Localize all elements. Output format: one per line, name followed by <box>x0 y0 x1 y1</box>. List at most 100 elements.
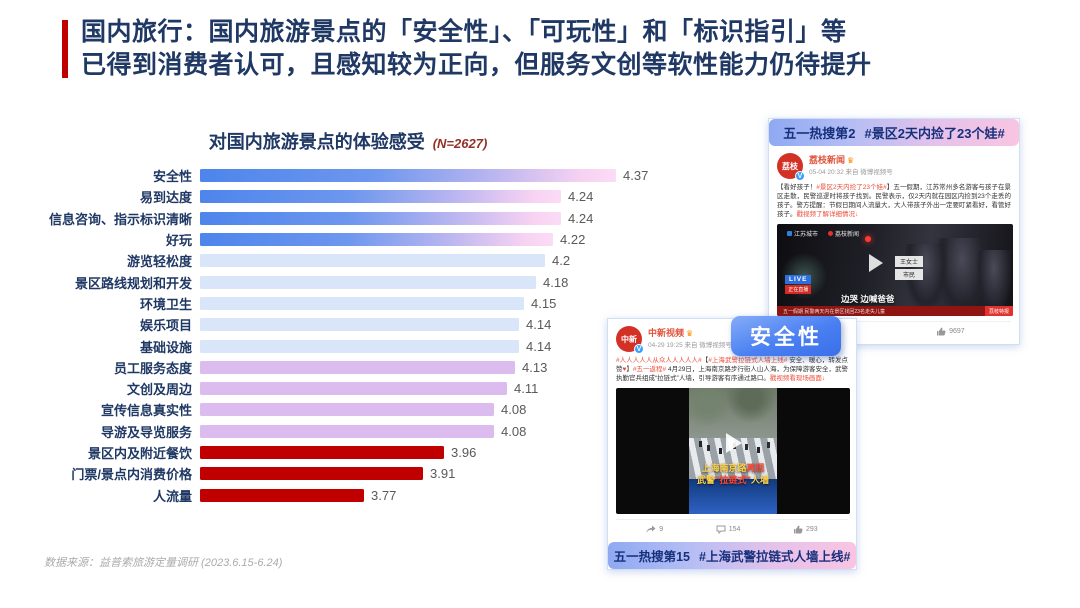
chart-category-label: 娱乐项目 <box>139 318 192 334</box>
traffic-light-icon <box>865 236 871 242</box>
chart-bar <box>200 169 616 183</box>
chart-category-label: 游览轻松度 <box>126 254 192 270</box>
chart-bar-track <box>200 254 625 268</box>
chart-category-label: 信息咨询、指示标识清晰 <box>48 211 192 227</box>
chart-bar <box>200 403 494 417</box>
text-segment: 4月29日，上海南京路步行街人山人海，为保障游客安全，武警执勤官兵组成“拉链式”… <box>616 366 849 382</box>
like-count: 293 <box>806 526 818 533</box>
post-text: #人人人人人从众人人人人人#【#上海武警拉链式人墙上线# 安全、暖心，转发点赞♥… <box>616 356 848 383</box>
like-count: 9697 <box>949 328 965 335</box>
hot-search-banner-top[interactable]: 五一热搜第2 #景区2天内捡了23个娃# <box>769 119 1019 146</box>
chart-bar-track <box>200 211 625 225</box>
text-segment: #人人人人人从众人人人人人# <box>616 357 702 364</box>
chart-row: 宣传信息真实性 4.08 <box>48 399 673 420</box>
chart-bar <box>200 190 561 204</box>
avatar[interactable]: 中新 V <box>616 326 644 354</box>
speaker-name: 王女士 <box>895 256 924 267</box>
red-logo-icon <box>828 231 834 236</box>
video-thumbnail-night-police[interactable]: 江苏城市 荔枝新闻 王女士 市民 LIVE 正在直播 边哭 边喊爸爸 五一假期 … <box>777 224 1013 316</box>
speaker-title: 市民 <box>895 269 924 280</box>
chart-bar-track <box>200 424 625 438</box>
vip-crown-icon: ♛ <box>847 155 855 165</box>
chart-category-label: 景区内及附近餐饮 <box>87 446 192 461</box>
caption-band <box>688 478 778 514</box>
comment-button[interactable]: 154 <box>716 525 741 534</box>
title-line-1: 国内旅行：国内旅游景点的「安全性」、「可玩性」和「标识指引」等 <box>81 18 847 46</box>
play-button-icon[interactable] <box>869 254 883 272</box>
hot-search-hashtag[interactable]: #景区2天内捡了23个娃# <box>864 126 1005 141</box>
chart-value-label: 4.22 <box>560 232 586 248</box>
play-button-icon[interactable] <box>725 433 742 454</box>
ticker-tag: 荔枝特报 <box>984 306 1013 316</box>
chart-category-label: 门票/景点内消费价格 <box>71 467 192 483</box>
share-count: 9 <box>659 526 664 533</box>
chart-row: 环境卫生 4.15 <box>48 293 673 314</box>
share-button[interactable]: 9 <box>646 525 663 534</box>
chart-bar <box>200 233 553 247</box>
chart-category-label: 安全性 <box>152 169 192 185</box>
social-card-bottom[interactable]: 中新 V 中新视频 ♛ 04-29 19:25 来自 微博视频号 #人人人人人从众… <box>607 318 857 570</box>
share-icon <box>646 525 656 533</box>
live-sub-badge: 正在直播 <box>785 285 812 294</box>
video-thumbnail-crosswalk[interactable]: 上海南京路再现 武警“拉链式”人墙 <box>616 388 850 514</box>
title-accent-bar <box>62 20 68 78</box>
chart-title: 对国内旅游景点的体验感受 (N=2627) <box>48 128 648 154</box>
chart-bar <box>200 382 507 396</box>
chart-bar-track <box>200 318 625 332</box>
hot-search-hashtag[interactable]: #上海武警拉链式人墙上线# <box>699 550 851 564</box>
username[interactable]: 中新视频 ♛ <box>648 327 694 338</box>
weibo-post-top: 荔枝 V 荔枝新闻 ♛ 05-04 20:32 来自 微博视频号 【看好孩子！#景… <box>769 146 1019 344</box>
like-button[interactable]: 293 <box>793 525 818 534</box>
text-segment: 】五一假期，江苏常州多名游客与孩子在景区走散，民警巡逻时将孩子找到。民警表示，仅… <box>777 184 1012 218</box>
ticker-text: 五一假期 民警两天内在景区找回23名走失儿童 <box>783 308 885 315</box>
chart-row: 游览轻松度 4.2 <box>48 250 673 271</box>
post-author-block: 中新视频 ♛ 04-29 19:25 来自 微博视频号 <box>648 328 732 351</box>
thumbs-up-icon <box>794 525 803 534</box>
avatar[interactable]: 荔枝 V <box>777 153 805 181</box>
chart-value-label: 4.15 <box>531 295 557 311</box>
chart-bar <box>200 467 423 481</box>
hot-search-rank: 五一热搜第2 <box>783 126 856 141</box>
chart-category-label: 景区路线规划和开发 <box>74 275 192 291</box>
chart-row: 人流量 3.77 <box>48 484 673 505</box>
chart-row: 门票/景点内消费价格 3.91 <box>48 463 673 484</box>
comment-count: 154 <box>728 526 741 533</box>
text-segment: 】 <box>626 366 633 373</box>
avatar-text: 荔枝 <box>782 161 798 171</box>
chart-bar-track <box>200 382 625 396</box>
experience-bar-chart: 对国内旅游景点的体验感受 (N=2627) 安全性 4.37 易到达度 4.24 信息咨询… <box>48 128 673 506</box>
chart-value-label: 4.11 <box>514 381 539 397</box>
chart-value-label: 4.14 <box>526 338 552 354</box>
chart-sample-size: (N=2627) <box>432 136 488 151</box>
hot-search-banner-bottom[interactable]: 五一热搜第15 #上海武警拉链式人墙上线# <box>608 542 856 569</box>
post-timestamp: 04-29 19:25 来自 微博视频号 <box>648 341 732 349</box>
like-button[interactable]: 9697 <box>936 327 965 336</box>
chart-bar-track <box>200 339 625 353</box>
text-segment: 【 <box>701 357 709 364</box>
chart-bar <box>200 446 444 459</box>
post-header: 荔枝 V 荔枝新闻 ♛ 05-04 20:32 来自 微博视频号 <box>777 153 1011 181</box>
chart-title-text: 对国内旅游景点的体验感受 <box>208 132 425 152</box>
chart-value-label: 4.24 <box>568 189 594 205</box>
chart-value-label: 4.08 <box>501 423 527 439</box>
chart-value-label: 4.13 <box>522 359 548 375</box>
video-caption-line1: 上海南京路再现 <box>616 462 850 474</box>
verified-badge-icon: V <box>795 171 805 181</box>
chart-bar <box>200 424 494 438</box>
chart-bar-track <box>200 190 625 204</box>
title-line-2: 已得到消费者认可，且感知较为正向，但服务文创等软性能力仍待提升 <box>81 51 872 79</box>
post-timestamp: 05-04 20:32 来自 微博视频号 <box>809 168 893 176</box>
post-author-block: 荔枝新闻 ♛ 05-04 20:32 来自 微博视频号 <box>809 155 893 178</box>
text-segment: #五一返程# <box>632 366 667 373</box>
social-card-top[interactable]: 五一热搜第2 #景区2天内捡了23个娃# 荔枝 V 荔枝新闻 ♛ 05-04 20… <box>768 118 1020 345</box>
username[interactable]: 荔枝新闻 ♛ <box>809 154 855 165</box>
verified-badge-icon: V <box>634 344 644 354</box>
page-title: 国内旅行：国内旅游景点的「安全性」、「可玩性」和「标识指引」等 已得到消费者认可… <box>81 16 872 82</box>
chart-bar-track <box>200 169 625 183</box>
chart-row: 好玩 4.22 <box>48 229 673 250</box>
chart-bar-track <box>200 488 625 502</box>
live-indicator: LIVE 正在直播 <box>785 275 812 294</box>
thumbs-up-icon <box>937 327 946 336</box>
engagement-bar: 9 154 293 <box>616 519 848 537</box>
